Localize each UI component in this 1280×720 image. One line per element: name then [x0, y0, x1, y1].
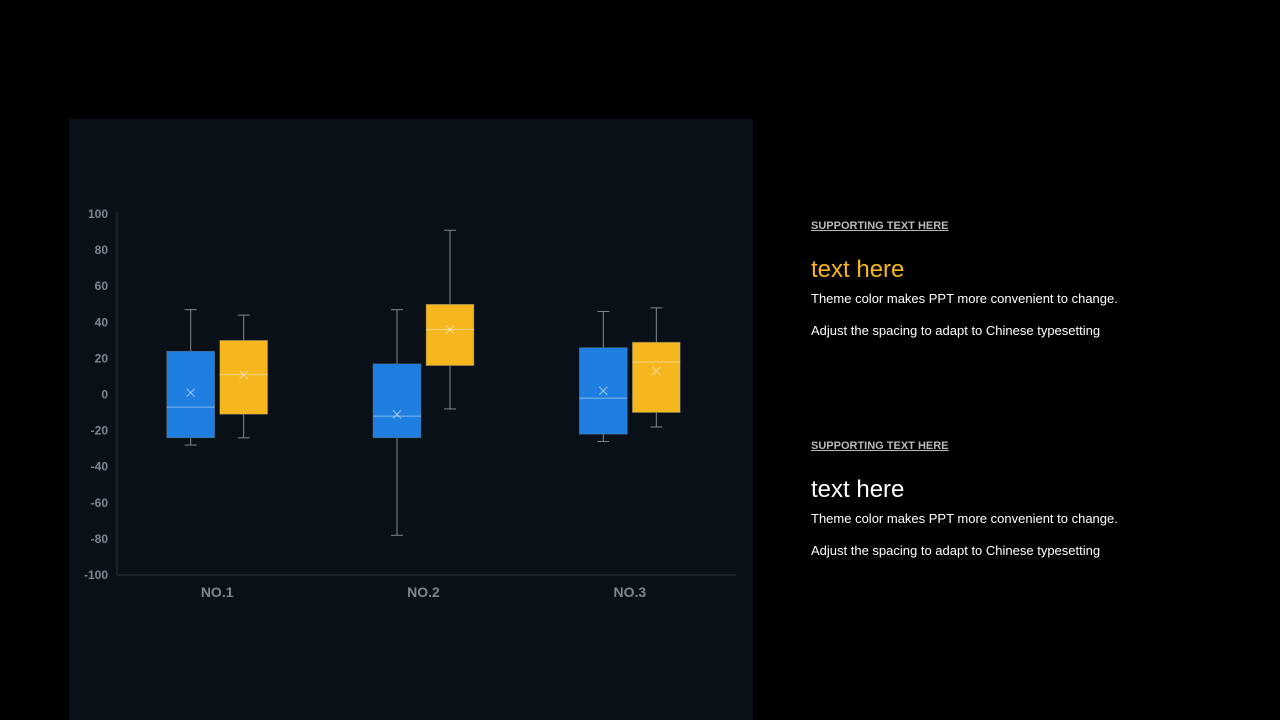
y-tick-label: 20 — [95, 351, 109, 365]
box — [219, 340, 268, 415]
mean-marker — [239, 370, 249, 379]
mean-marker — [651, 366, 661, 376]
box-plot-chart: 100 80 60 40 20 0 -20 -40 -60 -80 -100 NO.1 NO.2 NO.3 — [84, 207, 736, 600]
x-tick-label: NO.1 — [201, 584, 234, 600]
headline: text here — [811, 476, 905, 503]
supporting-text: SUPPORTING TEXT HERE — [811, 220, 949, 232]
y-tick-label: 0 — [101, 388, 108, 402]
body-text-line-1: Theme color makes PPT more convenient to… — [811, 291, 1118, 306]
supporting-text: SUPPORTING TEXT HERE — [811, 440, 949, 452]
mean-marker — [186, 388, 196, 398]
headline: text here — [811, 256, 905, 283]
body-text-line-2: Adjust the spacing to adapt to Chinese t… — [811, 323, 1101, 338]
y-tick-label: 80 — [95, 243, 109, 257]
y-tick-label: 40 — [95, 315, 109, 329]
box — [372, 363, 422, 439]
box — [425, 304, 475, 366]
y-tick-label: -40 — [91, 460, 109, 474]
x-tick-label: NO.2 — [407, 584, 440, 600]
body-text-line-2: Adjust the spacing to adapt to Chinese t… — [811, 543, 1101, 558]
chart-panel: 100 80 60 40 20 0 -20 -40 -60 -80 -100 NO.1 NO.2 NO.3 — [69, 119, 753, 720]
y-tick-label: 100 — [88, 207, 108, 221]
body-text-line-1: Theme color makes PPT more convenient to… — [811, 511, 1118, 526]
box — [166, 350, 215, 439]
y-tick-label: 60 — [95, 279, 109, 293]
x-tick-label: NO.3 — [613, 584, 646, 600]
text-block-1: SUPPORTING TEXT HERE text here Theme col… — [811, 219, 1231, 339]
mean-marker — [392, 410, 402, 419]
mean-marker — [598, 386, 608, 396]
y-tick-label: -20 — [91, 424, 109, 438]
y-tick-label: -60 — [91, 496, 109, 510]
mean-marker — [445, 325, 455, 334]
box — [632, 341, 681, 413]
text-block-2: SUPPORTING TEXT HERE text here Theme col… — [811, 439, 1231, 559]
y-tick-label: -80 — [91, 532, 109, 546]
y-tick-label: -100 — [84, 568, 108, 582]
